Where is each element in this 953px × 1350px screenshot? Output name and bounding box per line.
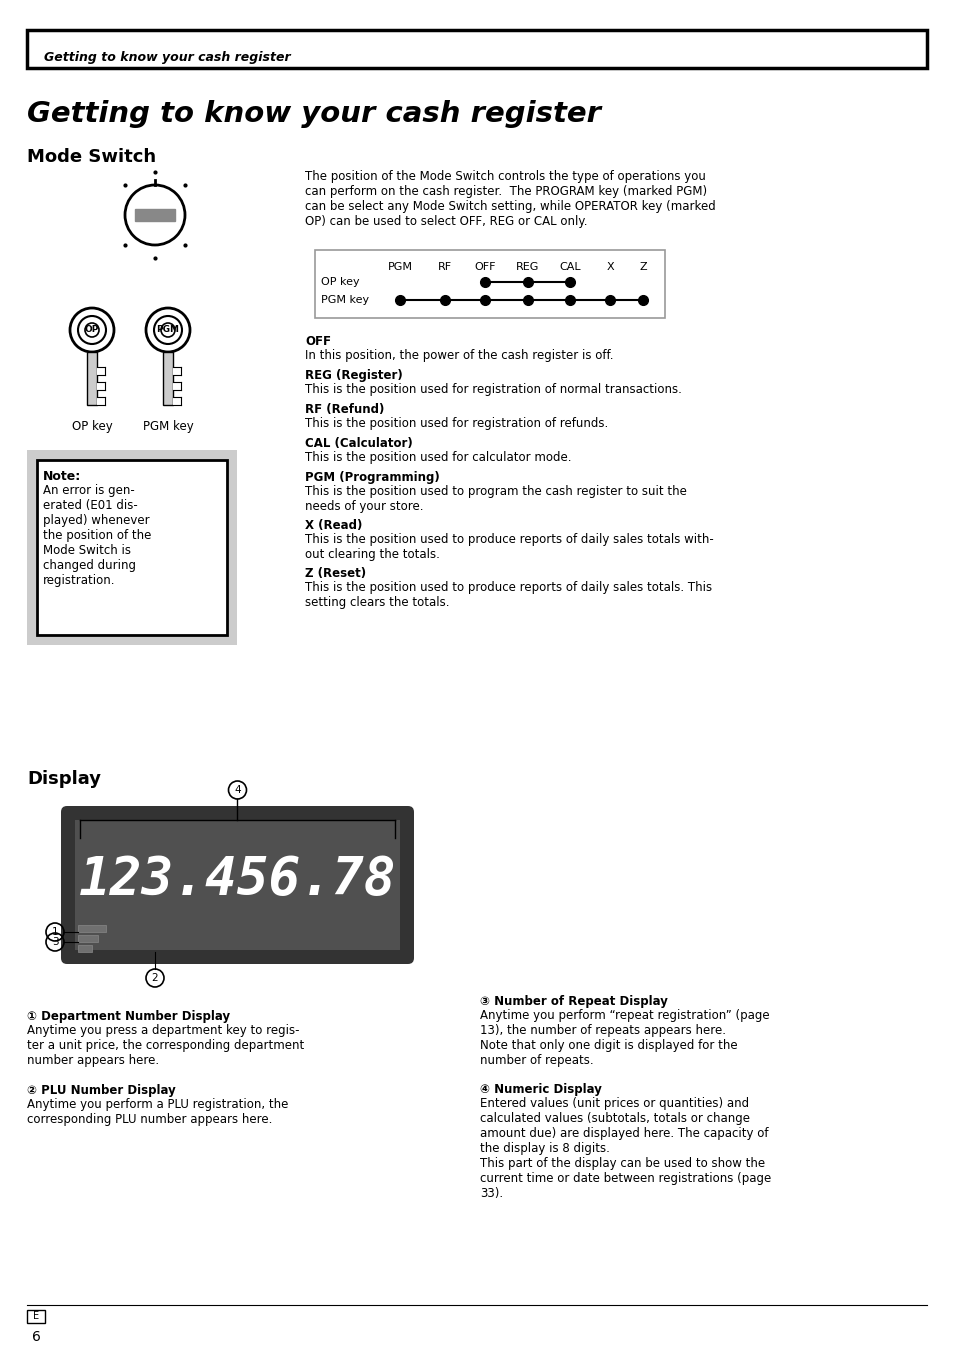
Text: Mode Switch is: Mode Switch is: [43, 544, 131, 558]
Text: erated (E01 dis-: erated (E01 dis-: [43, 500, 137, 512]
Text: This is the position used for registration of normal transactions.: This is the position used for registrati…: [305, 383, 681, 396]
Text: Getting to know your cash register: Getting to know your cash register: [27, 100, 600, 128]
Text: can perform on the cash register.  The PROGRAM key (marked PGM): can perform on the cash register. The PR…: [305, 185, 706, 198]
Bar: [78, 936, 98, 942]
Text: X: X: [605, 262, 613, 271]
FancyBboxPatch shape: [61, 806, 414, 964]
Text: Z (Reset): Z (Reset): [305, 567, 366, 580]
Bar: [314, 250, 664, 319]
Text: registration.: registration.: [43, 574, 115, 587]
Bar: [135, 209, 174, 221]
Text: Z: Z: [639, 262, 646, 271]
Text: OFF: OFF: [474, 262, 496, 271]
Bar: [78, 945, 91, 952]
Text: An error is gen-: An error is gen-: [43, 485, 134, 497]
Bar: [27, 1310, 45, 1323]
Bar: [163, 352, 172, 405]
Text: RF: RF: [437, 262, 452, 271]
Bar: [78, 925, 106, 932]
Text: Entered values (unit prices or quantities) and
calculated values (subtotals, tot: Entered values (unit prices or quantitie…: [479, 1098, 770, 1200]
Text: This is the position used for registration of refunds.: This is the position used for registrati…: [305, 417, 608, 431]
Text: E: E: [33, 1311, 39, 1322]
Text: REG (Register): REG (Register): [305, 369, 402, 382]
Text: Mode Switch: Mode Switch: [27, 148, 156, 166]
Text: PGM key: PGM key: [143, 420, 193, 433]
Text: This is the position used to produce reports of daily sales totals. This
setting: This is the position used to produce rep…: [305, 580, 711, 609]
Text: Anytime you press a department key to regis-
ter a unit price, the corresponding: Anytime you press a department key to re…: [27, 1025, 304, 1067]
Text: Note:: Note:: [43, 470, 81, 483]
Text: ③ Number of Repeat Display: ③ Number of Repeat Display: [479, 995, 667, 1008]
Text: OP) can be used to select OFF, REG or CAL only.: OP) can be used to select OFF, REG or CA…: [305, 215, 587, 228]
Text: PGM key: PGM key: [320, 296, 369, 305]
Text: OFF: OFF: [305, 335, 331, 348]
Text: Anytime you perform “repeat registration” (page
13), the number of repeats appea: Anytime you perform “repeat registration…: [479, 1008, 769, 1066]
Text: OP: OP: [85, 325, 99, 335]
Text: X (Read): X (Read): [305, 518, 362, 532]
Text: ④ Numeric Display: ④ Numeric Display: [479, 1083, 601, 1096]
Text: can be select any Mode Switch setting, while OPERATOR key (marked: can be select any Mode Switch setting, w…: [305, 200, 715, 213]
Text: Anytime you perform a PLU registration, the
corresponding PLU number appears her: Anytime you perform a PLU registration, …: [27, 1098, 288, 1126]
Text: OP key: OP key: [71, 420, 112, 433]
Text: PGM: PGM: [387, 262, 412, 271]
Bar: [97, 382, 105, 390]
Text: played) whenever: played) whenever: [43, 514, 150, 526]
Text: 4: 4: [233, 784, 240, 795]
Text: RF (Refund): RF (Refund): [305, 404, 384, 416]
Text: PGM: PGM: [156, 325, 179, 335]
Text: In this position, the power of the cash register is off.: In this position, the power of the cash …: [305, 350, 613, 362]
Text: the position of the: the position of the: [43, 529, 152, 541]
Text: Getting to know your cash register: Getting to know your cash register: [44, 50, 291, 63]
Bar: [87, 352, 97, 405]
Text: 1: 1: [51, 927, 58, 937]
Text: changed during: changed during: [43, 559, 136, 572]
Text: 123.456.78: 123.456.78: [79, 855, 395, 906]
Bar: [75, 819, 399, 950]
Text: Display: Display: [27, 769, 101, 788]
Bar: [172, 382, 181, 390]
Text: 6: 6: [31, 1330, 40, 1345]
Text: REG: REG: [516, 262, 539, 271]
Bar: [37, 460, 227, 634]
Text: CAL: CAL: [558, 262, 580, 271]
Bar: [97, 367, 105, 375]
Bar: [27, 450, 236, 645]
Bar: [27, 30, 926, 68]
Text: PGM (Programming): PGM (Programming): [305, 471, 439, 485]
Text: CAL (Calculator): CAL (Calculator): [305, 437, 413, 450]
Text: This is the position used to program the cash register to suit the
needs of your: This is the position used to program the…: [305, 485, 686, 513]
Text: ② PLU Number Display: ② PLU Number Display: [27, 1084, 175, 1098]
Bar: [172, 397, 181, 405]
Text: This is the position used for calculator mode.: This is the position used for calculator…: [305, 451, 571, 464]
Bar: [172, 367, 181, 375]
Text: ① Department Number Display: ① Department Number Display: [27, 1010, 230, 1023]
Text: This is the position used to produce reports of daily sales totals with-
out cle: This is the position used to produce rep…: [305, 533, 713, 562]
Text: The position of the Mode Switch controls the type of operations you: The position of the Mode Switch controls…: [305, 170, 705, 184]
Text: OP key: OP key: [320, 277, 359, 288]
Text: 2: 2: [152, 973, 158, 983]
Bar: [97, 397, 105, 405]
Text: 3: 3: [51, 937, 58, 946]
